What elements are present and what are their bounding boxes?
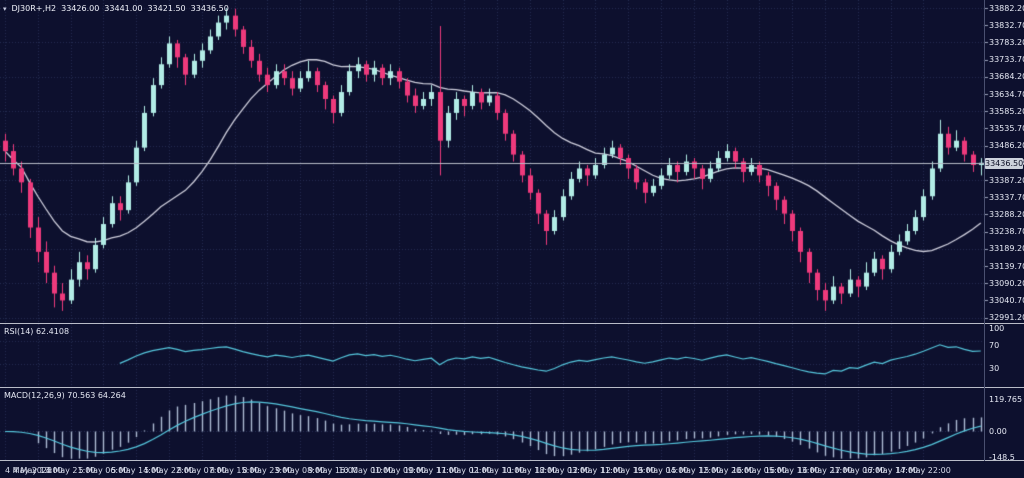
time-axis-label: 15 May 20:00 [699, 466, 755, 475]
current-price-tag: 33436.50 [985, 158, 1024, 169]
time-axis-label: 15 May 04:00 [633, 466, 689, 475]
price-axis-label: 33783.20 [989, 37, 1024, 47]
time-axis-label: 4 May 2023 [5, 466, 53, 475]
time-axis-label: 9 May 16:00 [308, 466, 358, 475]
macd-axis-label: 119.765 [989, 395, 1023, 404]
rsi-indicator-label: RSI(14) 62.4108 [4, 327, 70, 336]
price-axis-label: 33535.70 [989, 123, 1024, 133]
time-axis-label: 8 May 23:00 [242, 466, 293, 475]
panel-separator-main-rsi[interactable] [0, 323, 1024, 324]
rsi-axis-label: 100 [989, 324, 1005, 333]
price-axis-label: 32991.20 [989, 313, 1024, 323]
price-axis-separator [984, 0, 985, 461]
price-axis-label: 33337.70 [989, 192, 1024, 202]
time-axis-label: 17 May 22:00 [895, 466, 951, 475]
time-axis-label: 4 May 21:00 [45, 466, 96, 475]
ohlc-close-value: 33436.50 [190, 4, 229, 13]
time-axis-label: 12 May 11:00 [567, 466, 623, 475]
price-axis-label: 33882.20 [989, 3, 1024, 13]
time-axis-label: 15 May 12:00 [666, 466, 722, 475]
time-axis-label: 5 May 06:00 [78, 466, 129, 475]
price-axis-label: 33634.70 [989, 89, 1024, 99]
time-axis-label: 17 May 06:00 [830, 466, 886, 475]
price-axis-label: 33684.20 [989, 72, 1024, 82]
time-axis-label: 9 May 08:00 [275, 466, 326, 475]
ohlc-open-value: 33426.00 [61, 4, 100, 13]
price-axis-label: 33832.70 [989, 20, 1024, 30]
time-axis-label: 12 May 19:00 [600, 466, 656, 475]
price-axis-label: 33288.20 [989, 209, 1024, 219]
time-axis-label: 16 May 13:00 [764, 466, 820, 475]
price-axis-label: 33139.70 [989, 261, 1024, 271]
time-axis-label: 17 May 14:00 [863, 466, 919, 475]
price-axis-label: 33238.70 [989, 227, 1024, 237]
time-axis-label: 16 May 05:00 [731, 466, 787, 475]
symbol-period-label: DJ30R+,H2 [11, 4, 57, 13]
macd-axis-label: -148.5 [989, 453, 1015, 462]
rsi-axis-label: 30 [989, 364, 1000, 373]
price-axis-label: 33387.20 [989, 175, 1024, 185]
time-axis-label: 5 May 22:00 [144, 466, 194, 475]
time-axis-label: 8 May 15:00 [209, 466, 260, 475]
ohlc-high-value: 33441.00 [104, 4, 143, 13]
price-axis-label: 33040.70 [989, 295, 1024, 305]
time-axis-label: 10 May 09:00 [371, 466, 427, 475]
macd-indicator-label: MACD(12,26,9) 70.563 64.264 [4, 391, 126, 400]
chart-title-bar: ▾ DJ30R+,H2 33426.00 33441.00 33421.50 3… [3, 4, 229, 13]
rsi-axis-label: 70 [989, 341, 1000, 350]
time-axis-label: 11 May 10:00 [469, 466, 525, 475]
ohlc-low-value: 33421.50 [147, 4, 186, 13]
time-axis-label: 11 May 02:00 [436, 466, 492, 475]
time-axis-label: 8 May 07:00 [176, 466, 227, 475]
panel-separator-rsi-macd[interactable] [0, 387, 1024, 388]
price-axis-label: 33189.20 [989, 244, 1024, 254]
price-axis-label: 33733.70 [989, 55, 1024, 65]
price-axis-label: 33585.20 [989, 106, 1024, 116]
symbol-marker-icon[interactable]: ▾ [3, 4, 7, 13]
time-axis-label: 12 May 03:00 [535, 466, 591, 475]
macd-axis-label: 0.00 [989, 427, 1007, 436]
price-axis-label: 33090.20 [989, 278, 1024, 288]
time-axis-label: 5 May 14:00 [111, 466, 162, 475]
time-axis-label: 11 May 18:00 [502, 466, 558, 475]
panel-separator-macd-time [0, 460, 1024, 461]
time-axis-label: 16 May 21:00 [797, 466, 853, 475]
time-axis-label: 10 May 17:00 [403, 466, 459, 475]
time-axis-label: 10 May 01:00 [338, 466, 394, 475]
time-axis-label: 4 May 13:00 [12, 466, 63, 475]
price-axis-label: 33486.20 [989, 141, 1024, 151]
